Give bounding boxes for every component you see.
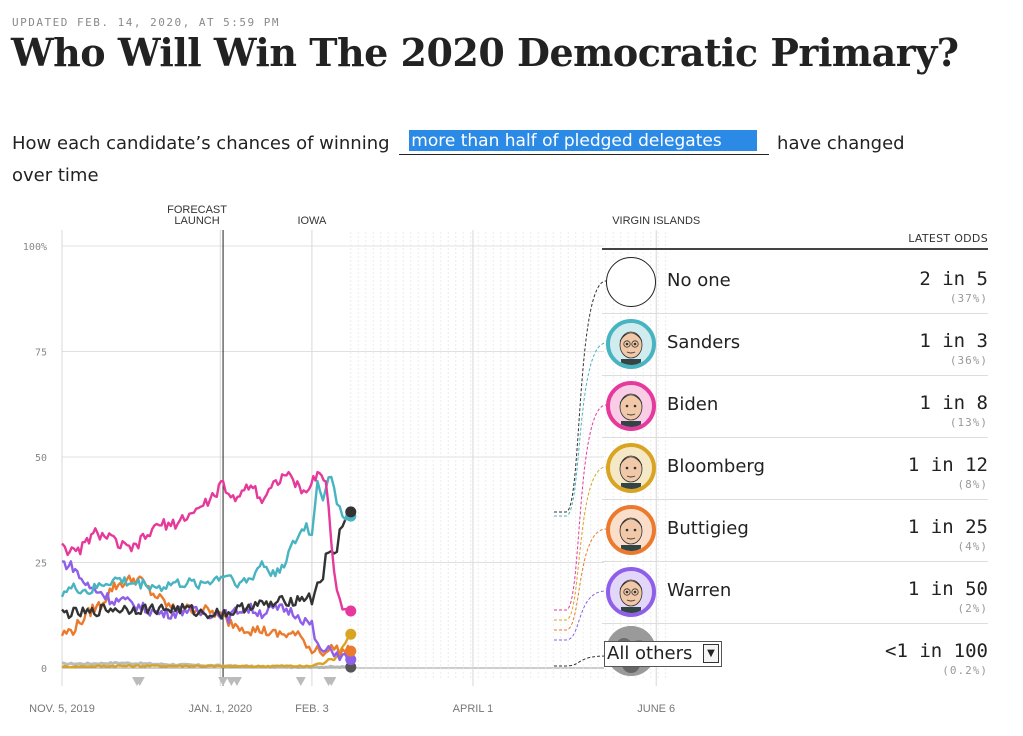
candidate-odds: 1 in 50 bbox=[907, 578, 988, 600]
candidate-odds: 1 in 12 bbox=[907, 454, 988, 476]
x-tick-label: APRIL 1 bbox=[453, 703, 494, 715]
odds-row-biden: Biden 1 in 8 (13%) bbox=[602, 376, 988, 438]
endpoint-dot bbox=[345, 506, 357, 518]
no-one-icon bbox=[606, 257, 656, 307]
connector-line bbox=[554, 590, 607, 641]
endpoint-dot bbox=[345, 661, 357, 673]
y-tick-label: 50 bbox=[35, 453, 47, 464]
sanders-portrait-icon bbox=[606, 319, 656, 369]
candidate-pct: (2%) bbox=[957, 602, 988, 615]
contest-triangle-marker bbox=[326, 677, 337, 686]
connector-line bbox=[554, 528, 607, 631]
candidate-name: Biden bbox=[667, 394, 719, 415]
x-tick-label: FEB. 3 bbox=[295, 703, 329, 715]
candidate-name: Warren bbox=[667, 580, 732, 601]
endpoint-dot bbox=[345, 654, 357, 666]
candidate-name: No one bbox=[667, 270, 731, 291]
candidate-odds: 2 in 5 bbox=[919, 268, 988, 290]
series-line-biden bbox=[61, 470, 352, 613]
endpoint-dot bbox=[345, 605, 357, 617]
subtitle-after: have changed over time bbox=[12, 133, 905, 186]
x-tick-label: JUNE 6 bbox=[637, 703, 675, 715]
candidate-name: Bloomberg bbox=[667, 456, 765, 477]
candidate-odds: 1 in 3 bbox=[919, 330, 988, 352]
chevron-down-icon[interactable]: ▼ bbox=[703, 644, 719, 663]
connector-line bbox=[554, 342, 607, 517]
candidate-pct: (13%) bbox=[949, 416, 988, 429]
subtitle-before: How each candidate’s chances of winning bbox=[12, 133, 390, 154]
connector-line bbox=[554, 404, 607, 611]
outcome-select[interactable]: more than half of pledged delegates bbox=[409, 130, 758, 151]
series-lines bbox=[60, 470, 352, 670]
contest-triangle-marker bbox=[134, 677, 145, 686]
y-tick-label: 0 bbox=[41, 664, 47, 675]
candidate-pct: (36%) bbox=[949, 354, 988, 367]
contest-triangle-marker bbox=[295, 677, 306, 686]
event-label: VIRGIN ISLANDS bbox=[612, 215, 700, 227]
all-others-label: All others bbox=[607, 643, 693, 664]
event-label: IOWA bbox=[297, 215, 327, 227]
candidate-name: Sanders bbox=[667, 332, 741, 353]
candidate-pct: (4%) bbox=[957, 540, 988, 553]
connector-line bbox=[554, 655, 607, 667]
all-others-odds: <1 in 100 bbox=[885, 640, 988, 662]
y-tick-label: 75 bbox=[35, 348, 47, 359]
biden-portrait-icon bbox=[606, 381, 656, 431]
subtitle: How each candidate’s chances of winning … bbox=[12, 128, 912, 192]
x-tick-label: JAN. 1, 2020 bbox=[188, 703, 252, 715]
odds-row-no-one: No one 2 in 5 (37%) bbox=[602, 252, 988, 314]
connector-lines bbox=[554, 280, 607, 667]
event-label: FORECAST bbox=[167, 204, 227, 216]
endpoint-dot bbox=[345, 628, 357, 640]
triangle-markers bbox=[131, 677, 337, 686]
page-title: Who Will Win The 2020 Democratic Primary… bbox=[11, 30, 959, 75]
all-others-dropdown[interactable]: All others ▼ bbox=[604, 641, 722, 667]
candidate-odds: 1 in 8 bbox=[919, 392, 988, 414]
contest-triangle-marker bbox=[218, 677, 229, 686]
series-line-bloomberg bbox=[61, 633, 352, 669]
candidate-odds: 1 in 25 bbox=[907, 516, 988, 538]
buttigieg-portrait-icon bbox=[606, 505, 656, 555]
odds-row-sanders: Sanders 1 in 3 (36%) bbox=[602, 314, 988, 376]
connector-line bbox=[554, 466, 607, 621]
contest-triangle-marker bbox=[231, 677, 242, 686]
y-tick-label: 100% bbox=[23, 242, 47, 253]
outcome-selector[interactable]: more than half of pledged delegates bbox=[399, 129, 770, 155]
series-line-sanders bbox=[60, 475, 352, 598]
event-label: LAUNCH bbox=[174, 215, 219, 227]
candidate-pct: (37%) bbox=[949, 292, 988, 305]
latest-odds-label: LATEST ODDS bbox=[908, 232, 988, 245]
updated-timestamp: UPDATED FEB. 14, 2020, AT 5:59 PM bbox=[12, 16, 281, 29]
endpoint-dots bbox=[345, 506, 357, 673]
odds-row-bloomberg: Bloomberg 1 in 12 (8%) bbox=[602, 438, 988, 500]
warren-portrait-icon bbox=[606, 567, 656, 617]
candidate-name: Buttigieg bbox=[667, 518, 749, 539]
latest-odds-header: LATEST ODDS bbox=[602, 232, 988, 250]
all-others-pct: (0.2%) bbox=[942, 664, 988, 677]
axes: 0 25 50 75 100% NOV. 5, 2019 JAN. 1, 2020 FEB. … bbox=[23, 242, 675, 715]
y-tick-label: 25 bbox=[35, 559, 47, 570]
grid bbox=[61, 230, 667, 686]
x-tick-label: NOV. 5, 2019 bbox=[29, 703, 95, 715]
bloomberg-portrait-icon bbox=[606, 443, 656, 493]
series-line-no-one bbox=[61, 510, 351, 620]
candidate-pct: (8%) bbox=[957, 478, 988, 491]
odds-row-warren: Warren 1 in 50 (2%) bbox=[602, 562, 988, 624]
odds-row-buttigieg: Buttigieg 1 in 25 (4%) bbox=[602, 500, 988, 562]
endpoint-dot bbox=[345, 645, 357, 657]
